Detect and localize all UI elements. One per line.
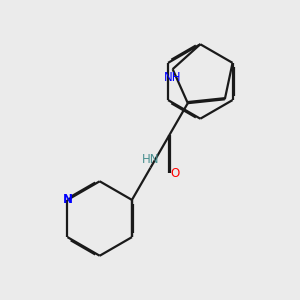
Text: NH: NH (164, 71, 182, 84)
Text: HN: HN (142, 153, 159, 166)
Text: N: N (62, 194, 72, 206)
Text: O: O (170, 167, 179, 180)
